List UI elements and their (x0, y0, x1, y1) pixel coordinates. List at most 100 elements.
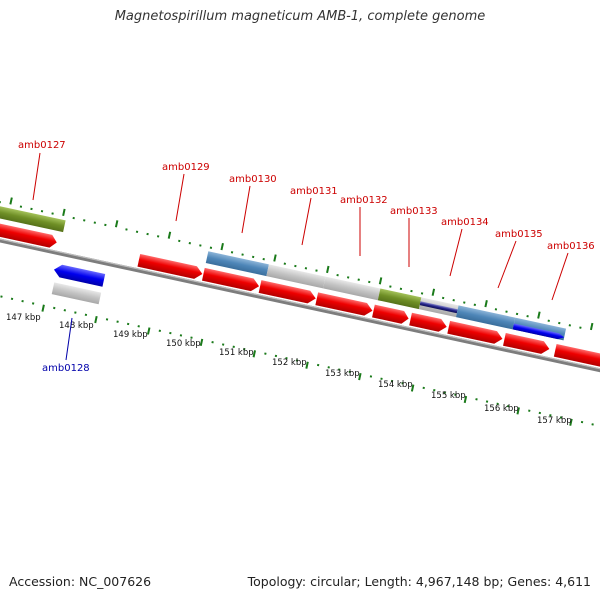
minor-tick (294, 264, 297, 268)
major-tick (410, 384, 415, 392)
major-tick (326, 265, 330, 274)
minor-tick (538, 411, 542, 415)
minor-tick (336, 273, 339, 277)
minor-tick (146, 232, 149, 236)
minor-tick (327, 366, 330, 369)
minor-tick (21, 299, 24, 303)
minor-tick (475, 398, 478, 401)
gene-label-amb0127[interactable]: amb0127 (18, 140, 66, 151)
cds-amb0136-blue[interactable] (512, 323, 565, 340)
major-tick (305, 361, 309, 369)
minor-tick (443, 391, 447, 394)
minor-tick (0, 200, 1, 204)
cds-amb0133[interactable] (372, 304, 410, 325)
minor-tick (262, 257, 265, 261)
minor-tick (380, 377, 383, 380)
minor-tick (10, 297, 14, 301)
cds-amb0132[interactable] (315, 292, 373, 317)
major-tick (537, 311, 541, 319)
major-tick (199, 338, 204, 347)
leader-line (301, 197, 312, 246)
gene-amb0128[interactable] (51, 282, 102, 305)
major-tick (62, 208, 66, 217)
minor-tick (40, 210, 44, 213)
cds-amb0135[interactable] (447, 320, 504, 345)
minor-tick (441, 296, 445, 300)
major-tick (378, 277, 383, 285)
minor-tick (116, 320, 119, 323)
scale-label: 157 kbp (537, 416, 572, 426)
minor-tick (105, 318, 109, 321)
gene-amb0130[interactable] (205, 251, 269, 277)
minor-tick (53, 306, 56, 310)
gene-label-amb0131[interactable]: amb0131 (290, 186, 338, 197)
scale-label: 150 kbp (166, 339, 201, 349)
minor-tick (230, 251, 234, 254)
cds-amb0128[interactable] (53, 263, 106, 287)
major-tick (358, 372, 362, 381)
major-tick (516, 407, 520, 415)
major-tick (9, 197, 13, 205)
gene-amb0131[interactable] (266, 264, 326, 289)
minor-tick (338, 368, 341, 371)
minor-tick (547, 319, 550, 322)
leader-line (65, 317, 73, 361)
cds-amb0131[interactable] (258, 280, 317, 305)
cds-amb0136[interactable] (503, 332, 551, 355)
minor-tick (410, 289, 413, 293)
gene-label-amb0132[interactable]: amb0132 (340, 195, 388, 206)
gene-label-amb0133[interactable]: amb0133 (390, 206, 438, 217)
gene-label-amb0128[interactable]: amb0128 (42, 363, 90, 374)
cds-amb0134[interactable] (409, 312, 448, 334)
minor-tick (526, 315, 529, 318)
gene-label-amb0130[interactable]: amb0130 (229, 174, 277, 185)
gene-amb0133[interactable] (377, 288, 422, 310)
minor-tick (346, 276, 350, 279)
gene-amb0134-inner (419, 301, 458, 314)
minor-tick (304, 267, 308, 270)
minor-tick (178, 239, 181, 243)
gene-labels: amb0127 amb0128 amb0129 amb0130 amb0131 … (18, 140, 595, 374)
minor-tick (433, 388, 436, 392)
minor-tick (19, 205, 23, 208)
minor-tick (0, 295, 3, 298)
minor-tick (104, 223, 107, 227)
leader-line (241, 185, 251, 234)
cds-amb0127[interactable] (0, 220, 58, 249)
minor-tick (63, 309, 66, 312)
minor-tick (72, 216, 75, 220)
scale-labels: 147 kbp 148 kbp 149 kbp 150 kbp 151 kbp … (6, 313, 572, 426)
minor-tick (452, 299, 455, 302)
gene-label-amb0129[interactable]: amb0129 (162, 162, 210, 173)
page-title: Magnetospirillum magneticum AMB-1, compl… (114, 9, 486, 24)
gene-label-amb0136[interactable]: amb0136 (547, 241, 595, 252)
leader-line (551, 252, 569, 301)
minor-tick (156, 235, 160, 238)
minor-tick (30, 207, 33, 211)
inner-tick-ruler (0, 295, 594, 426)
major-tick (484, 300, 488, 308)
minor-tick (74, 311, 77, 314)
minor-tick (399, 287, 403, 291)
major-tick (147, 327, 151, 335)
minor-tick (199, 244, 202, 247)
minor-tick (316, 363, 320, 367)
minor-tick (357, 278, 360, 281)
gene-amb0135[interactable] (456, 305, 516, 330)
scale-label: 147 kbp (6, 313, 41, 323)
gene-label-amb0135[interactable]: amb0135 (495, 229, 543, 240)
gene-amb0127[interactable] (0, 203, 66, 233)
minor-tick (209, 246, 213, 249)
gene-label-amb0134[interactable]: amb0134 (441, 217, 489, 228)
minor-tick (125, 228, 128, 231)
minor-tick (505, 310, 508, 313)
gene-amb0132[interactable] (323, 276, 381, 301)
cds-amb0130[interactable] (201, 267, 260, 293)
cds-next[interactable] (553, 343, 600, 373)
minor-tick (264, 352, 267, 355)
leader-line (32, 152, 41, 201)
minor-tick (188, 241, 192, 245)
accession-text: Accession: NC_007626 (9, 574, 152, 589)
scale-label: 154 kbp (378, 380, 413, 390)
cds-amb0129[interactable] (137, 253, 203, 280)
